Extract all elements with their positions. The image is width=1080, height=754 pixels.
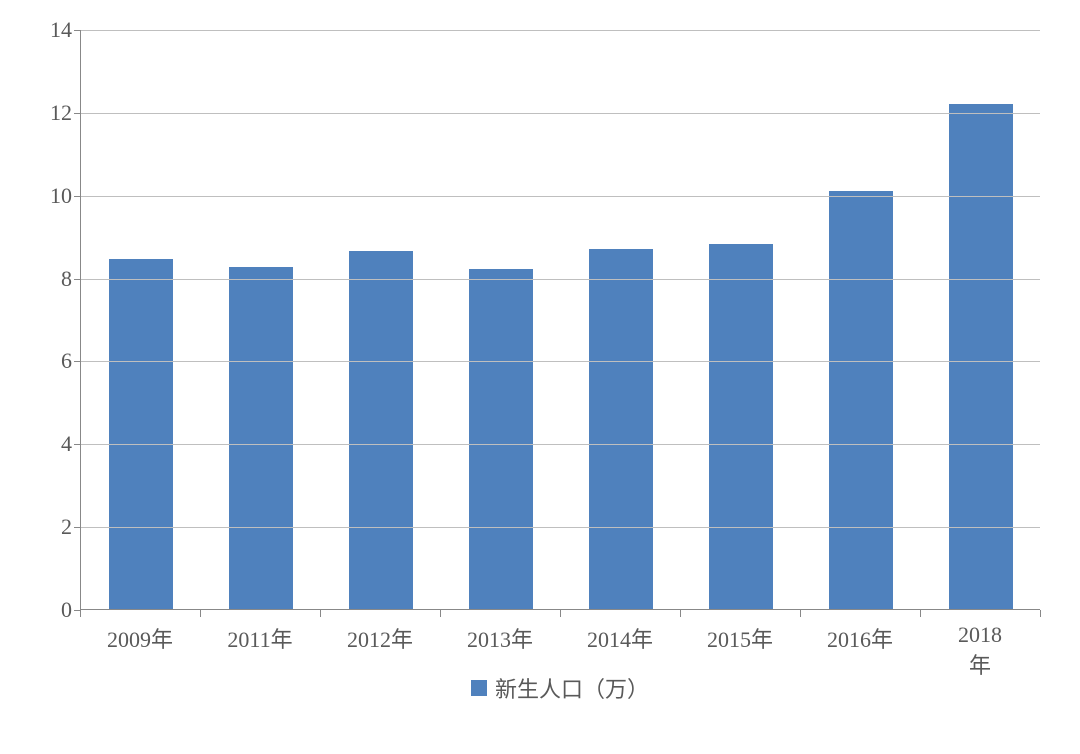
x-tick-label: 2012年: [347, 622, 413, 654]
gridline: [81, 527, 1040, 528]
gridline: [81, 196, 1040, 197]
x-tick-mark: [320, 610, 321, 617]
legend-label: 新生人口（万）: [495, 672, 649, 704]
y-tick-label: 4: [30, 431, 72, 457]
x-tick-mark: [920, 610, 921, 617]
bar: [829, 191, 894, 609]
x-tick-label: 2013年: [467, 622, 533, 654]
gridline: [81, 30, 1040, 31]
y-tick-label: 8: [30, 266, 72, 292]
bar: [469, 269, 534, 609]
x-tick-label: 2016年: [827, 622, 893, 654]
x-tick-mark: [560, 610, 561, 617]
y-tick-mark: [74, 361, 80, 362]
y-tick-mark: [74, 444, 80, 445]
legend: 新生人口（万）: [80, 672, 1040, 704]
bar: [949, 104, 1014, 609]
y-tick-label: 6: [30, 348, 72, 374]
bar: [589, 249, 654, 609]
y-tick-label: 2: [30, 514, 72, 540]
y-tick-mark: [74, 30, 80, 31]
x-tick-label: 2014年: [587, 622, 653, 654]
x-tick-label: 2011年: [227, 622, 292, 654]
legend-swatch: [471, 680, 487, 696]
x-tick-mark: [80, 610, 81, 617]
x-tick-mark: [800, 610, 801, 617]
x-tick-mark: [680, 610, 681, 617]
bar: [349, 251, 414, 609]
y-tick-label: 0: [30, 597, 72, 623]
y-tick-mark: [74, 196, 80, 197]
gridline: [81, 444, 1040, 445]
bars-group: [81, 30, 1040, 609]
y-tick-label: 12: [30, 100, 72, 126]
bar: [229, 267, 294, 609]
gridline: [81, 361, 1040, 362]
plot-area: [80, 30, 1040, 610]
y-tick-mark: [74, 527, 80, 528]
x-axis: 2009年2011年2012年2013年2014年2015年2016年2018年: [80, 610, 1040, 660]
y-tick-label: 14: [30, 17, 72, 43]
x-tick-label: 2015年: [707, 622, 773, 654]
legend-item: 新生人口（万）: [471, 672, 649, 704]
chart-container: 2009年2011年2012年2013年2014年2015年2016年2018年…: [30, 30, 1050, 724]
x-tick-mark: [200, 610, 201, 617]
y-tick-mark: [74, 113, 80, 114]
gridline: [81, 279, 1040, 280]
y-tick-label: 10: [30, 183, 72, 209]
x-tick-mark: [440, 610, 441, 617]
x-tick-mark: [1040, 610, 1041, 617]
gridline: [81, 113, 1040, 114]
y-tick-mark: [74, 279, 80, 280]
x-tick-label: 2009年: [107, 622, 173, 654]
bar: [109, 259, 174, 609]
bar: [709, 244, 774, 609]
y-tick-mark: [74, 610, 80, 611]
